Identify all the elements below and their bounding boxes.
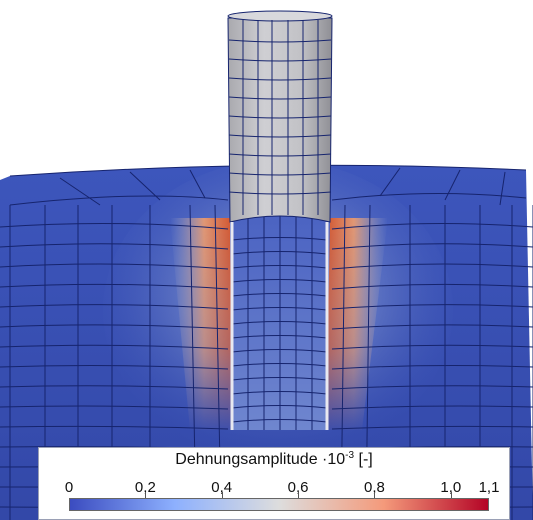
mesh-row	[0, 243, 229, 250]
pin-mesh-row	[228, 96, 332, 100]
pin-mesh-row	[228, 153, 332, 157]
legend-tick-mark	[221, 492, 223, 498]
mesh-row	[331, 405, 533, 410]
pin-mesh-row	[228, 172, 332, 176]
legend-tick-mark	[450, 492, 452, 498]
legend-tick-label: 0,8	[364, 479, 385, 496]
mesh-row	[0, 344, 229, 350]
mesh-radial-line	[189, 169, 206, 199]
pin-mesh-row	[228, 134, 332, 138]
legend-title-exponent: -3	[345, 450, 355, 461]
pin-mesh-row	[228, 77, 332, 81]
mesh-radial-line	[59, 177, 101, 206]
pin-mesh	[228, 20, 332, 215]
legend-tick-mark	[374, 492, 376, 498]
pin-mesh-row	[228, 39, 332, 43]
mesh-row	[0, 222, 229, 230]
legend-tick-label: 1,1	[478, 479, 500, 496]
mesh-row	[331, 344, 533, 350]
mesh-row	[331, 425, 533, 430]
mesh-row	[331, 364, 533, 370]
mesh-radial-line	[499, 171, 506, 206]
mesh-row	[0, 304, 229, 310]
mesh-row	[0, 405, 229, 410]
pin-mesh-row	[228, 191, 332, 195]
mesh-row	[0, 365, 229, 370]
pin-body	[227, 17, 333, 223]
mesh-row	[331, 243, 533, 250]
mesh-row	[0, 425, 229, 430]
mesh-row	[0, 263, 229, 270]
pin-top	[227, 10, 333, 22]
mesh-row	[331, 283, 533, 290]
legend-title-unit: [-]	[354, 451, 373, 468]
legend-tick-label: 1,0	[440, 479, 462, 496]
pin-mesh-row	[228, 115, 332, 119]
color-legend: Dehnungsamplitude ·10-3 [-] 0 0,2 0,4 0,6 0,…	[38, 447, 510, 520]
legend-tick-label: 0,4	[211, 479, 233, 496]
mesh-row	[331, 324, 533, 330]
mesh-row	[331, 222, 533, 230]
pin-mesh-row	[228, 58, 332, 62]
mesh-radial-line	[444, 169, 461, 201]
mesh-row	[0, 283, 229, 290]
legend-title-main: Dehnungsamplitude ·10	[175, 451, 346, 468]
legend-tick-mark	[298, 492, 300, 498]
legend-tick-label: 0	[64, 479, 74, 496]
mesh-row	[331, 263, 533, 270]
mesh-row	[0, 385, 229, 390]
legend-tick-label: 0,6	[287, 479, 309, 496]
legend-tick-label: 0,2	[134, 479, 156, 496]
mesh-radial-line	[379, 167, 401, 197]
colorbar	[69, 498, 489, 511]
hot-zone-right	[326, 218, 388, 430]
mesh-top-ring	[331, 192, 527, 201]
mesh-top-ring	[9, 195, 229, 206]
mesh-row	[331, 304, 533, 310]
mesh-row	[331, 385, 533, 390]
mesh-row	[0, 324, 229, 330]
mesh-radial-line	[129, 171, 161, 201]
legend-tick-mark	[145, 492, 147, 498]
legend-title: Dehnungsamplitude ·10-3 [-]	[39, 450, 509, 469]
